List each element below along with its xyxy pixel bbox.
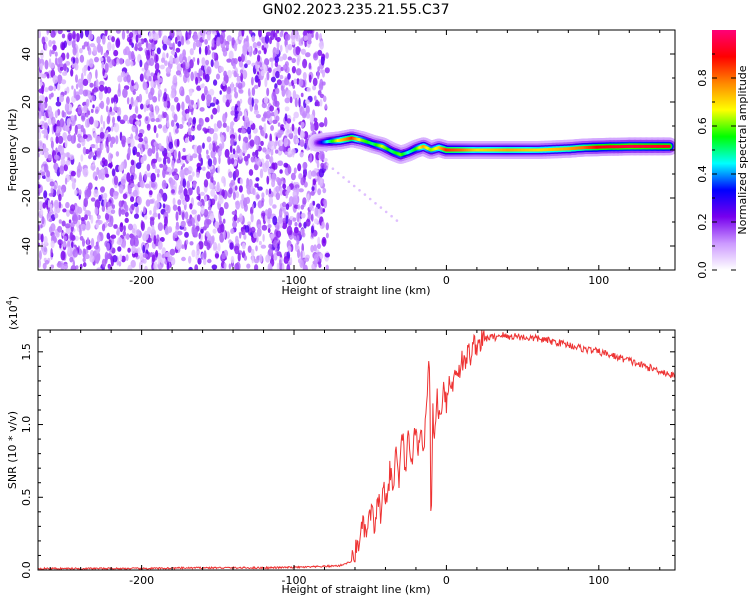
- spectrogram-x-tick-label: -200: [129, 274, 154, 287]
- colorbar-ticks: 0.0 0.2 0.4 0.6 0.8: [696, 53, 736, 279]
- snr-frame: [37, 329, 676, 571]
- spectrogram-y-tick-label: -40: [20, 237, 33, 255]
- snr-x-tick-label: -100: [282, 574, 307, 587]
- snr-y-scale-prefix: (x10: [7, 305, 20, 330]
- snr-x-tick-label: 0: [443, 574, 450, 587]
- snr-y-tick-label: 0.0: [20, 561, 33, 579]
- colorbar-gradient: [712, 30, 736, 270]
- noise-speckle: [38, 30, 399, 270]
- snr-y-axis-label: SNR (10 * v/v): [6, 411, 19, 489]
- snr-y-scale-note: (x104): [5, 296, 20, 330]
- spectrogram-y-axis-label: Frequency (Hz): [6, 109, 19, 192]
- spectrogram-x-axis-label: Height of straight line (km): [281, 284, 430, 297]
- snr-series-line: [38, 330, 675, 570]
- figure-title: GN02.2023.235.21.55.C37: [263, 2, 450, 18]
- spectrogram-marks: [38, 30, 675, 270]
- spectrogram-x-tick-label: 100: [588, 274, 609, 287]
- snr-plot-area: [38, 330, 675, 570]
- colorbar-tick-label: 0.8: [696, 69, 709, 87]
- spectrogram-x-tick-label: -100: [282, 274, 307, 287]
- colorbar-tick-label: 0.0: [696, 261, 709, 279]
- spectrogram-y-tick-label: 20: [20, 95, 33, 109]
- ridge-core: [315, 136, 671, 157]
- snr-y-scale-exponent: 4: [5, 300, 14, 305]
- snr-y-tick-label: 1.5: [20, 343, 33, 361]
- snr-y-scale-suffix: ): [7, 296, 20, 300]
- colorbar-label: Normalized spectral amplitude: [736, 65, 749, 234]
- snr-x-axis-label: Height of straight line (km): [281, 583, 430, 596]
- spectrogram-y-tick-label: 0: [20, 147, 33, 154]
- spectrogram-y-tick-label: -20: [20, 189, 33, 207]
- snr-ticks: -200 -100 0 100 0.0 0.5 1.0 1.5: [20, 330, 675, 587]
- colorbar: 0.0 0.2 0.4 0.6 0.8 Normalized spectral ampl…: [696, 30, 749, 279]
- svg-text:(x104): (x104): [5, 296, 20, 330]
- snr-y-tick-label: 0.5: [20, 489, 33, 507]
- snr-x-tick-label: -200: [129, 574, 154, 587]
- snr-x-tick-label: 100: [588, 574, 609, 587]
- colorbar-tick-label: 0.4: [696, 165, 709, 183]
- snr-y-tick-label: 1.0: [20, 416, 33, 434]
- colorbar-tick-label: 0.6: [696, 117, 709, 135]
- snr-marks: [38, 330, 675, 570]
- snr-panel: -200 -100 0 100 0.0 0.5 1.0 1.5 Height of strai…: [5, 296, 676, 596]
- spectrogram-x-tick-label: 0: [443, 274, 450, 287]
- colorbar-tick-label: 0.2: [696, 213, 709, 231]
- spectrogram-y-tick-label: 40: [20, 47, 33, 61]
